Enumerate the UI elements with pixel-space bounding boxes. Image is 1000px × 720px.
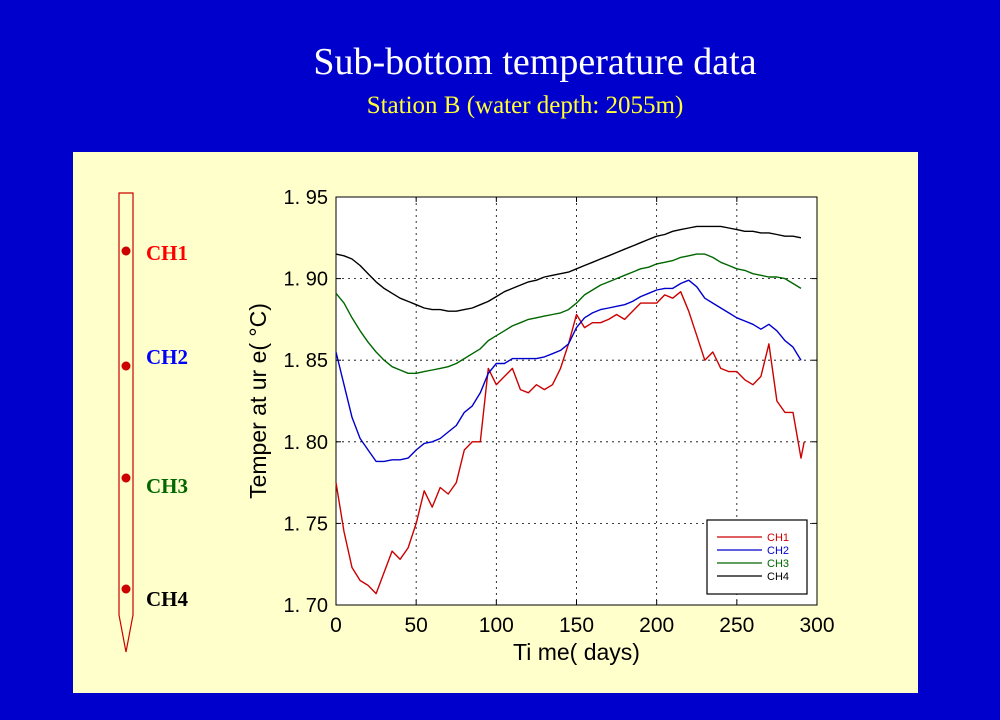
x-tick-label: 100 xyxy=(479,614,514,637)
x-axis-label: Ti me( days) xyxy=(513,639,640,665)
series-line-ch4 xyxy=(335,225,802,312)
y-tick-label: 1. 80 xyxy=(284,432,328,454)
series-line-ch3 xyxy=(335,253,802,374)
page-subtitle: Station B (water depth: 2055m) xyxy=(366,92,684,119)
grid-lines xyxy=(336,197,817,605)
series-lines xyxy=(335,225,805,595)
series-line-ch1 xyxy=(335,291,805,595)
legend-label: CH3 xyxy=(767,558,789,570)
y-tick-label: 1. 95 xyxy=(284,187,328,209)
y-tick-label: 1. 90 xyxy=(284,269,328,291)
x-tick-label: 250 xyxy=(719,614,754,637)
probe-label-ch1: CH1 xyxy=(146,241,188,265)
series-line-ch2 xyxy=(335,279,802,463)
x-tick-label: 200 xyxy=(639,614,674,637)
y-tick-label: 1. 70 xyxy=(284,595,328,617)
x-tick-label: 300 xyxy=(799,614,834,637)
probe-label-ch3: CH3 xyxy=(146,474,188,498)
x-tick-label: 50 xyxy=(404,614,427,637)
legend-label: CH2 xyxy=(767,545,789,557)
x-tick-label: 0 xyxy=(330,614,342,637)
x-tick-label: 150 xyxy=(559,614,594,637)
probe-label-ch4: CH4 xyxy=(146,587,188,611)
probe-label-ch2: CH2 xyxy=(146,345,188,369)
page-title: Sub-bottom temperature data xyxy=(313,41,757,83)
y-tick-label: 1. 75 xyxy=(284,513,328,535)
legend-box xyxy=(706,519,808,595)
y-axis-label: Temper at ur e( °C) xyxy=(245,303,271,499)
legend-label: CH1 xyxy=(767,532,789,544)
y-tick-label: 1. 85 xyxy=(284,350,328,372)
legend-label: CH4 xyxy=(767,571,789,583)
axis-ticks: 0 50 100 150 200 250 300 1. 70 1. 75 1. 80 1. 85 1.… xyxy=(284,187,835,637)
